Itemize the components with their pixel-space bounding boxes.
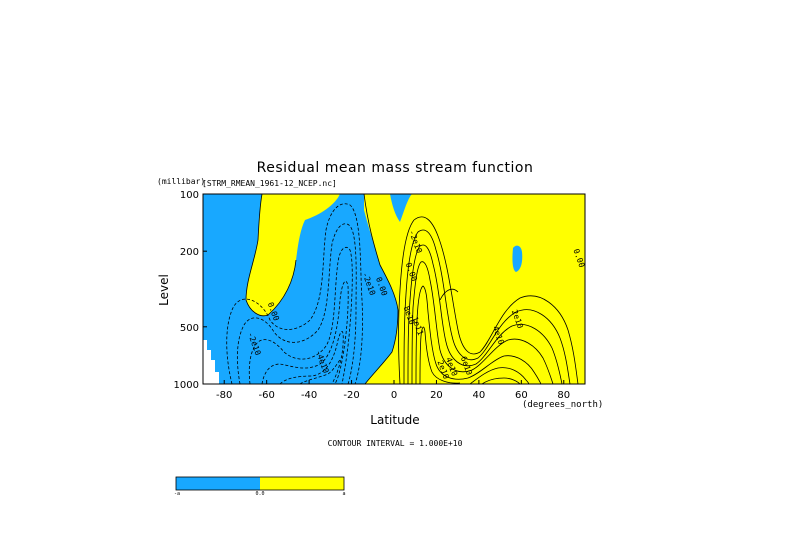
x-axis: -80 -60 -40 -20 0 20 40 60 80 xyxy=(216,380,570,401)
contour-interval-note: CONTOUR INTERVAL = 1.000E+10 xyxy=(328,439,463,448)
missing-data-area xyxy=(203,340,219,384)
colorbar-label-mid: 0.0 xyxy=(255,491,264,497)
x-tick-label: 20 xyxy=(430,390,443,401)
y-tick-label: 1000 xyxy=(174,380,199,391)
negative-patch-north xyxy=(512,245,523,272)
x-units-label: (degrees_north) xyxy=(522,400,603,410)
colorbar-positive xyxy=(260,477,344,490)
x-tick-label: 80 xyxy=(557,390,570,401)
chart-title: Residual mean mass stream function xyxy=(257,160,534,176)
zero-contours xyxy=(245,194,399,384)
x-tick-label: 40 xyxy=(473,390,486,401)
colorbar-negative xyxy=(176,477,260,490)
colorbar-label-max: a xyxy=(342,491,345,497)
x-tick-label: -60 xyxy=(258,390,274,401)
x-axis-label: Latitude xyxy=(370,413,419,427)
plot-area: 0.00-2e10-4e10-2e100.00-2e100.008e101e11… xyxy=(203,194,585,384)
x-tick-label: -20 xyxy=(343,390,359,401)
positive-region-central xyxy=(364,194,585,384)
colorbar: -a 0.0 a xyxy=(174,476,346,497)
colorbar-frame xyxy=(175,476,345,491)
x-tick-label: 0 xyxy=(391,390,397,401)
positive-region-south xyxy=(246,194,340,316)
y-tick-label: 200 xyxy=(180,247,199,258)
y-axis: 100 200 500 1000 xyxy=(174,190,207,391)
y-units-label: (millibar) xyxy=(157,177,205,186)
y-axis-label: Level xyxy=(157,274,171,306)
x-tick-label: 60 xyxy=(515,390,528,401)
negative-contours xyxy=(226,203,363,384)
y-tick-label: 100 xyxy=(180,190,199,201)
x-tick-label: -40 xyxy=(301,390,317,401)
colorbar-label-min: -a xyxy=(174,491,180,497)
dataset-label: [STRM_RMEAN_1961-12_NCEP.nc] xyxy=(202,179,337,188)
x-tick-label: -80 xyxy=(216,390,232,401)
positive-contours xyxy=(398,216,579,384)
y-tick-label: 500 xyxy=(180,323,199,334)
